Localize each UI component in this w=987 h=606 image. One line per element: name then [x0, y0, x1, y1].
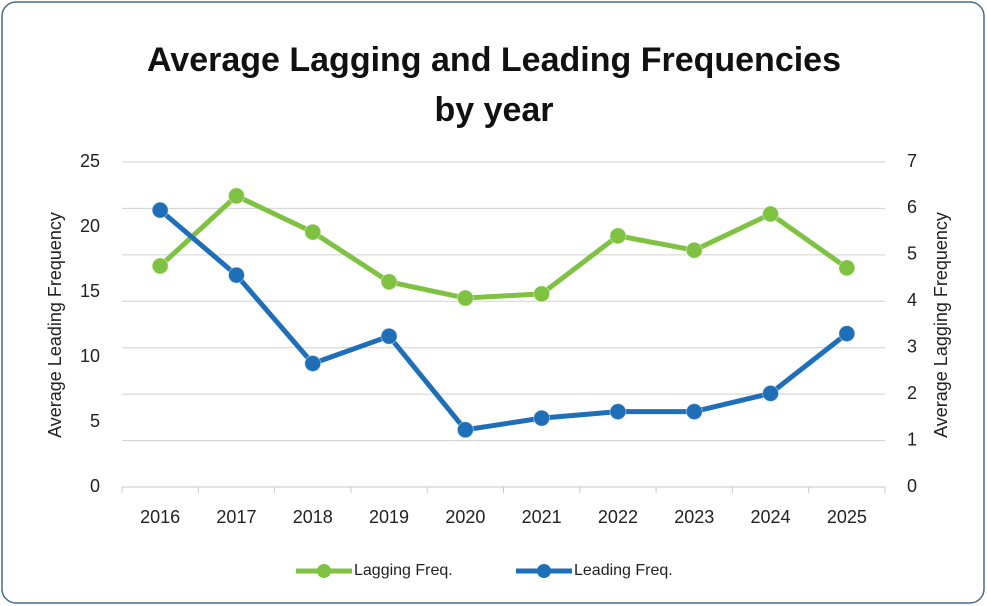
legend-marker: [537, 564, 551, 578]
y-tick-label: 5: [90, 411, 100, 431]
x-tick-label: 2022: [598, 507, 638, 527]
y-tick-label: 15: [80, 281, 100, 301]
y2-tick-label: 2: [907, 383, 917, 403]
legend-label: Lagging Freq.: [354, 562, 453, 579]
x-tick-label: 2025: [827, 507, 867, 527]
marker: [380, 327, 398, 345]
legend-label: Leading Freq.: [574, 562, 673, 579]
marker: [533, 285, 551, 303]
line-series: [158, 208, 849, 433]
y2-tick-label: 4: [907, 290, 917, 310]
x-tick-label: 2016: [140, 507, 180, 527]
y2-tick-label: 7: [907, 151, 917, 171]
chart-title: Average Lagging and Leading Frequencies: [147, 41, 841, 79]
marker: [151, 201, 169, 219]
x-tick-label: 2021: [522, 507, 562, 527]
marker: [609, 227, 627, 245]
marker: [685, 241, 703, 259]
y-axis-title: Average Leading Frequency: [45, 212, 65, 438]
legend-marker: [317, 564, 331, 578]
marker: [151, 257, 169, 275]
marker: [838, 325, 856, 343]
line-series: [158, 193, 849, 301]
marker: [533, 409, 551, 427]
x-tick-label: 2018: [293, 507, 333, 527]
marker: [838, 259, 856, 277]
marker: [380, 273, 398, 291]
marker: [456, 289, 474, 307]
marker: [762, 205, 780, 223]
marker: [227, 187, 245, 205]
y2-tick-label: 3: [907, 336, 917, 356]
y2-tick-label: 6: [907, 197, 917, 217]
chart-title: by year: [434, 91, 553, 129]
x-tick-label: 2024: [751, 507, 791, 527]
y-tick-label: 25: [80, 151, 100, 171]
y2-tick-label: 1: [907, 429, 917, 449]
marker: [304, 355, 322, 372]
marker: [304, 223, 322, 241]
x-tick-label: 2023: [674, 507, 714, 527]
y-tick-label: 20: [80, 216, 100, 236]
y-tick-label: 0: [90, 476, 100, 496]
x-tick-label: 2017: [216, 507, 256, 527]
x-tick-label: 2019: [369, 507, 409, 527]
marker: [685, 403, 703, 421]
marker: [456, 421, 474, 439]
y2-axis-title: Average Lagging Frequency: [931, 212, 951, 438]
marker: [227, 266, 245, 284]
y2-tick-label: 0: [907, 476, 917, 496]
marker: [762, 384, 780, 402]
y2-tick-label: 5: [907, 244, 917, 264]
x-tick-label: 2020: [445, 507, 485, 527]
marker: [609, 403, 627, 421]
y-tick-label: 10: [80, 346, 100, 366]
